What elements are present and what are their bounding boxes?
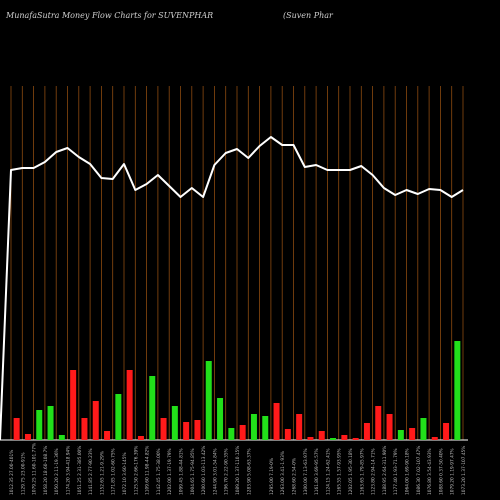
money-flow-bar — [250, 414, 257, 440]
x-tick-label: 1129.75 23.00-91% — [20, 452, 26, 495]
x-tick-label: 1202.05 1.95-30.18% — [348, 448, 354, 495]
x-tick-label: 1079.25 11.60-101.77% — [32, 443, 38, 495]
money-flow-bar — [217, 398, 224, 440]
money-flow-bar — [375, 406, 382, 440]
money-flow-bar — [104, 431, 111, 440]
x-axis-labels: 1012.35 27.00-401% 1129.75 23.00-91% 1079.… — [9, 443, 467, 495]
money-flow-bar — [352, 438, 359, 440]
money-flow-bar — [239, 425, 246, 440]
x-tick-label: 1124.15 1.24-62.41% — [325, 448, 331, 495]
money-flow-bar — [409, 428, 416, 440]
x-tick-label: 1295.00 7.19-0% — [269, 458, 275, 495]
x-tick-label: 1099.45 1.88-44.81% — [179, 448, 185, 495]
money-flow-bar — [205, 361, 212, 440]
x-tick-label: 1268.60 2.54-0% — [292, 458, 298, 495]
x-tick-label: 1161.80 3.69-95.57% — [314, 448, 320, 495]
money-flow-bar — [341, 435, 348, 440]
x-tick-label: 1064.00 1.69-90.18% — [405, 448, 411, 495]
x-tick-label: 1079.20 1.19-97.47% — [450, 448, 456, 495]
x-tick-label: 1123.80 2.94-14.71% — [371, 448, 377, 495]
money-flow-bar — [160, 418, 167, 440]
money-flow-bar — [397, 430, 404, 440]
x-tick-label: 1051.25 2.31-385.00% — [77, 446, 83, 495]
x-tick-label: 1109.60 11.98-44.82% — [145, 446, 151, 495]
money-flow-bar — [70, 370, 77, 440]
x-tick-label: 1058.20 18.60-108.7% — [43, 446, 49, 495]
money-flow-bar — [420, 418, 427, 440]
x-tick-label: 1171.85 1.02-60.75% — [111, 448, 117, 495]
x-tick-label: 1141.85 2.77-90.23% — [88, 448, 94, 495]
x-tick-label: 1125.50 2.66-176.39% — [133, 446, 139, 495]
x-tick-label: 1200.60 1.03-113.42% — [201, 446, 207, 495]
money-flow-bar — [92, 401, 99, 440]
price-line — [0, 136, 464, 441]
money-flow-bar — [307, 437, 314, 440]
money-flow-bar — [262, 416, 269, 440]
money-flow-bar — [194, 420, 201, 440]
x-tick-label: 1086.30 7.02-107.47% — [416, 446, 422, 495]
x-tick-label: 1089.20 1.37-110.15% — [235, 446, 241, 495]
money-flow-bar — [330, 438, 337, 440]
money-flow-bar — [183, 422, 190, 440]
money-flow-bars — [13, 341, 461, 440]
money-flow-bar — [126, 370, 133, 440]
x-tick-label: 1188.95 2.64-311.90% — [382, 446, 388, 495]
money-flow-bar — [443, 423, 450, 440]
chart-title-right: (Suven Phar — [283, 11, 333, 20]
money-flow-bar — [81, 418, 88, 440]
x-tick-label: 1072.10 3.60-145% — [122, 452, 128, 495]
money-flow-bar — [13, 418, 20, 440]
x-tick-label: 1300.00 7.13-63.97% — [303, 448, 309, 495]
money-flow-bar — [47, 406, 54, 440]
x-tick-label: 1263.00 3.41-1.93% — [280, 451, 286, 495]
money-flow-bar — [431, 437, 438, 440]
x-tick-label: 1244.90 3.01-54.84% — [212, 448, 218, 495]
money-flow-bar — [296, 414, 303, 440]
x-tick-label: 1076.80 3.54-43.93% — [427, 448, 433, 495]
money-flow-bar — [318, 431, 325, 440]
x-tick-label: 1283.90 5.08-63.37% — [246, 448, 252, 495]
money-flow-bar — [137, 436, 144, 440]
chart-title: MunafaSutra Money Flow Charts for SUVENP… — [6, 11, 214, 20]
money-flow-bar — [454, 341, 461, 440]
money-flow-bar — [284, 429, 291, 440]
money-flow-bar — [363, 423, 370, 440]
x-tick-label: 1177.40 1.93-71.79% — [393, 448, 399, 495]
price-line-layer — [0, 136, 464, 441]
x-tick-label: 1163.65 1.79-85.97% — [359, 448, 365, 495]
x-tick-label: 1174.20 3.94-418.94% — [66, 446, 72, 495]
x-tick-label: 1073.20 1.37-107.45% — [461, 446, 467, 495]
x-tick-label: 1050.20 2.11-19.36% — [54, 448, 60, 495]
money-flow-bar — [58, 435, 65, 440]
x-tick-label: 1152.65 1.21-9.29% — [99, 451, 105, 495]
x-tick-label: 1165.55 1.57-93.95% — [337, 448, 343, 495]
money-flow-bar — [228, 428, 235, 440]
x-tick-label: 1088.60 0.37-50.40% — [438, 448, 444, 495]
money-flow-bar — [171, 406, 178, 440]
x-tick-label: 1202.00 1.37-19.79% — [167, 448, 173, 495]
money-flow-bar — [273, 403, 280, 440]
x-tick-label: 1196.70 2.22-90.35% — [224, 448, 230, 495]
money-flow-bar — [386, 414, 393, 440]
money-flow-bar — [115, 394, 122, 440]
x-tick-label: 1012.35 27.00-401% — [9, 450, 15, 495]
x-tick-label: 1004.65 1.75-94.85% — [190, 448, 196, 495]
money-flow-bar — [24, 434, 31, 440]
x-tick-label: 1142.45 1.75-38.00% — [156, 448, 162, 495]
money-flow-bar — [149, 376, 156, 440]
money-flow-bar — [36, 410, 43, 440]
